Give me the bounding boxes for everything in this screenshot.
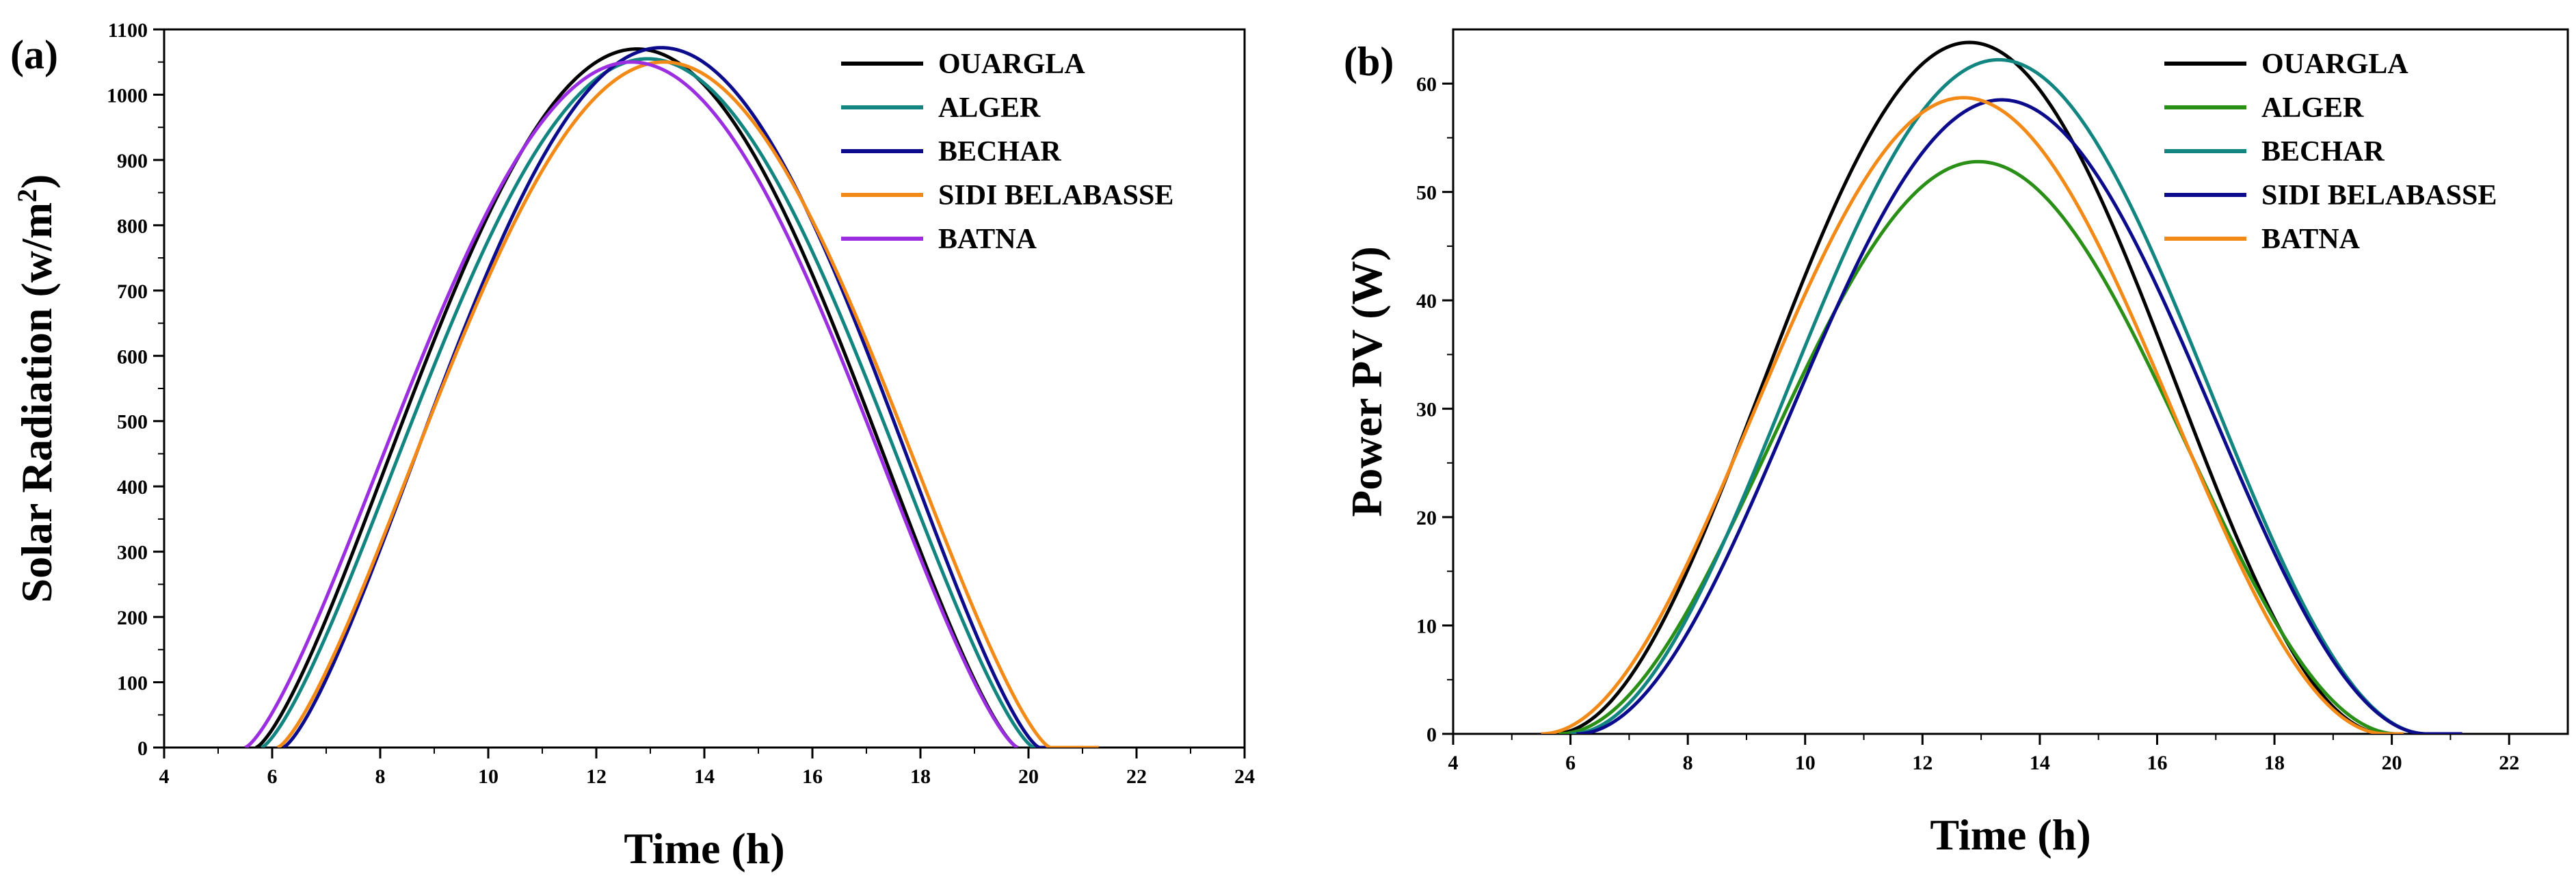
x-tick-label: 14 xyxy=(2030,752,2050,774)
series-line-bechar xyxy=(1570,57,2439,734)
series-line-sidi-belabasse xyxy=(276,60,1099,748)
x-tick-label: 22 xyxy=(2499,752,2519,774)
x-tick-label: 16 xyxy=(2147,752,2167,774)
legend-label: ALGER xyxy=(938,92,1041,124)
series-line-batna xyxy=(244,60,1019,748)
y-tick-label: 0 xyxy=(137,737,148,760)
series-group xyxy=(244,46,1099,748)
x-tick-label: 6 xyxy=(267,765,278,788)
y-tick-label: 700 xyxy=(117,280,148,303)
x-tick-label: 6 xyxy=(1565,752,1576,774)
series-line-alger xyxy=(261,57,1045,748)
y-tick-label: 40 xyxy=(1416,290,1437,313)
legend-label: OUARGLA xyxy=(2261,49,2408,80)
x-tick-label: 16 xyxy=(802,765,823,788)
legend-label: OUARGLA xyxy=(938,49,1085,80)
x-tick-label: 10 xyxy=(1795,752,1816,774)
series-group xyxy=(1541,40,2462,734)
y-axis-label: Solar Radiation (w/m2) xyxy=(12,174,61,603)
chart-panel-a: 4 6 8 10 12 14 16 18 20 22 24 0 100 200 300 400 500 600 70… xyxy=(10,19,1255,873)
x-tick-label: 12 xyxy=(586,765,607,788)
y-axis-label: Power PV (W) xyxy=(1342,246,1391,517)
series-line-ouargla xyxy=(255,47,1019,748)
series-line-ouargla xyxy=(1552,40,2387,734)
y-tick-label: 30 xyxy=(1416,399,1437,421)
series-line-alger xyxy=(1558,159,2404,734)
y-tick-label: 400 xyxy=(117,476,148,499)
x-tick-label: 18 xyxy=(910,765,931,788)
chart-panel-b: 4 6 8 10 12 14 16 18 20 22 0 10 20 30 40 50 60 Time (h) Po… xyxy=(1342,28,2569,859)
x-tick-label: 22 xyxy=(1126,765,1147,788)
y-tick-label: 800 xyxy=(117,215,148,237)
legend-label: SIDI BELABASSE xyxy=(2261,180,2497,211)
y-tick-label: 1000 xyxy=(107,84,148,107)
x-tick-label: 14 xyxy=(694,765,715,788)
series-line-sidi-belabasse xyxy=(1576,98,2462,734)
legend-label: BECHAR xyxy=(938,136,1061,168)
x-tick-label: 8 xyxy=(1683,752,1693,774)
y-tick-label: 200 xyxy=(117,607,148,629)
x-axis-label: Time (h) xyxy=(624,824,784,873)
panel-label: (b) xyxy=(1344,39,1394,84)
x-tick-label: 20 xyxy=(1018,765,1039,788)
x-tick-label: 4 xyxy=(1448,752,1459,774)
legend-label: BATNA xyxy=(938,224,1037,255)
y-tick-label: 900 xyxy=(117,150,148,172)
legend-label: ALGER xyxy=(2261,92,2364,124)
panel-label: (a) xyxy=(10,32,58,77)
x-tick-label: 10 xyxy=(478,765,499,788)
x-tick-label: 24 xyxy=(1234,765,1255,788)
x-tick-label: 8 xyxy=(375,765,386,788)
y-tick-label: 10 xyxy=(1416,616,1437,638)
legend-label: BATNA xyxy=(2261,224,2361,255)
legend-label: BECHAR xyxy=(2261,136,2385,168)
y-tick-label: 60 xyxy=(1416,73,1437,96)
legend: OUARGLA ALGER BECHAR SIDI BELABASSE BATNA xyxy=(2164,49,2497,255)
x-tick-label: 18 xyxy=(2264,752,2285,774)
y-tick-label: 1100 xyxy=(108,19,148,42)
y-tick-label: 500 xyxy=(117,411,148,434)
x-axis-label: Time (h) xyxy=(1930,810,2090,859)
x-tick-label: 20 xyxy=(2382,752,2402,774)
x-tick-label: 12 xyxy=(1912,752,1933,774)
y-tick-label: 0 xyxy=(1426,724,1437,746)
y-tick-label: 300 xyxy=(117,542,148,564)
plot-frame xyxy=(1452,28,2569,735)
plot-frame xyxy=(163,28,1246,749)
legend: OUARGLA ALGER BECHAR SIDI BELABASSE BATNA xyxy=(841,49,1173,255)
x-tick-label: 4 xyxy=(159,765,170,788)
y-tick-label: 600 xyxy=(117,345,148,368)
y-tick-label: 20 xyxy=(1416,507,1437,529)
series-line-batna xyxy=(1541,96,2404,734)
y-tick-label: 50 xyxy=(1416,182,1437,204)
legend-label: SIDI BELABASSE xyxy=(938,180,1173,211)
y-tick-label: 100 xyxy=(117,672,148,695)
